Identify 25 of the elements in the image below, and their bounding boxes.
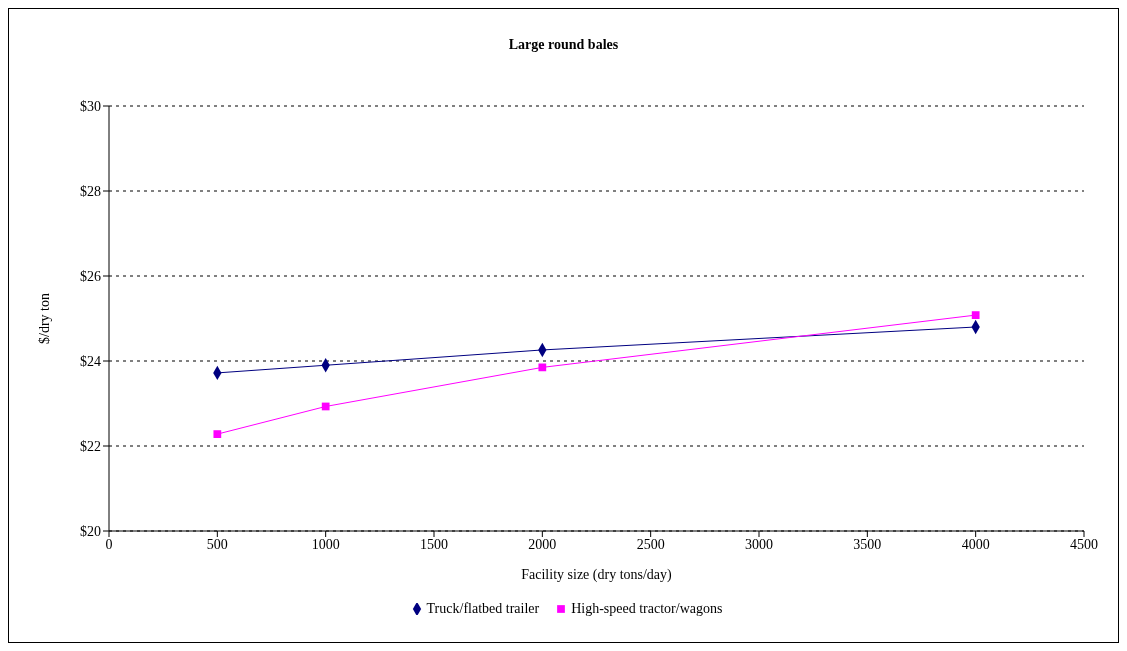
x-tick-label: 4000 (961, 536, 990, 552)
y-tick-label: $20 (80, 523, 101, 539)
point (321, 402, 330, 411)
y-tick-label: $22 (80, 438, 101, 454)
x-tick-label: 4500 (1070, 536, 1098, 552)
x-tick-label: 3500 (853, 536, 882, 552)
x-tick-label: 2500 (636, 536, 665, 552)
x-tick-label: 500 (206, 536, 228, 552)
legend-label: Truck/flatbed trailer (426, 601, 540, 617)
y-tick-label: $28 (80, 183, 101, 199)
point (538, 363, 547, 372)
y-tick-label: $30 (80, 98, 101, 114)
x-tick-label: 1000 (311, 536, 340, 552)
y-tick-label: $26 (80, 268, 101, 284)
point (971, 311, 980, 319)
chart-title: Large round bales (507, 37, 620, 53)
point (213, 430, 222, 438)
y-axis-title: $/dry ton (36, 293, 52, 344)
x-tick-label: 2000 (528, 536, 557, 552)
legend-label: High-speed tractor/wagons (571, 601, 723, 617)
x-tick-label: 3000 (745, 536, 773, 552)
x-axis-title: Facility size (dry tons/day) (521, 567, 673, 583)
y-tick-label: $24 (80, 353, 101, 369)
x-tick-label: 0 (105, 536, 113, 552)
x-tick-label: 1500 (420, 536, 448, 552)
